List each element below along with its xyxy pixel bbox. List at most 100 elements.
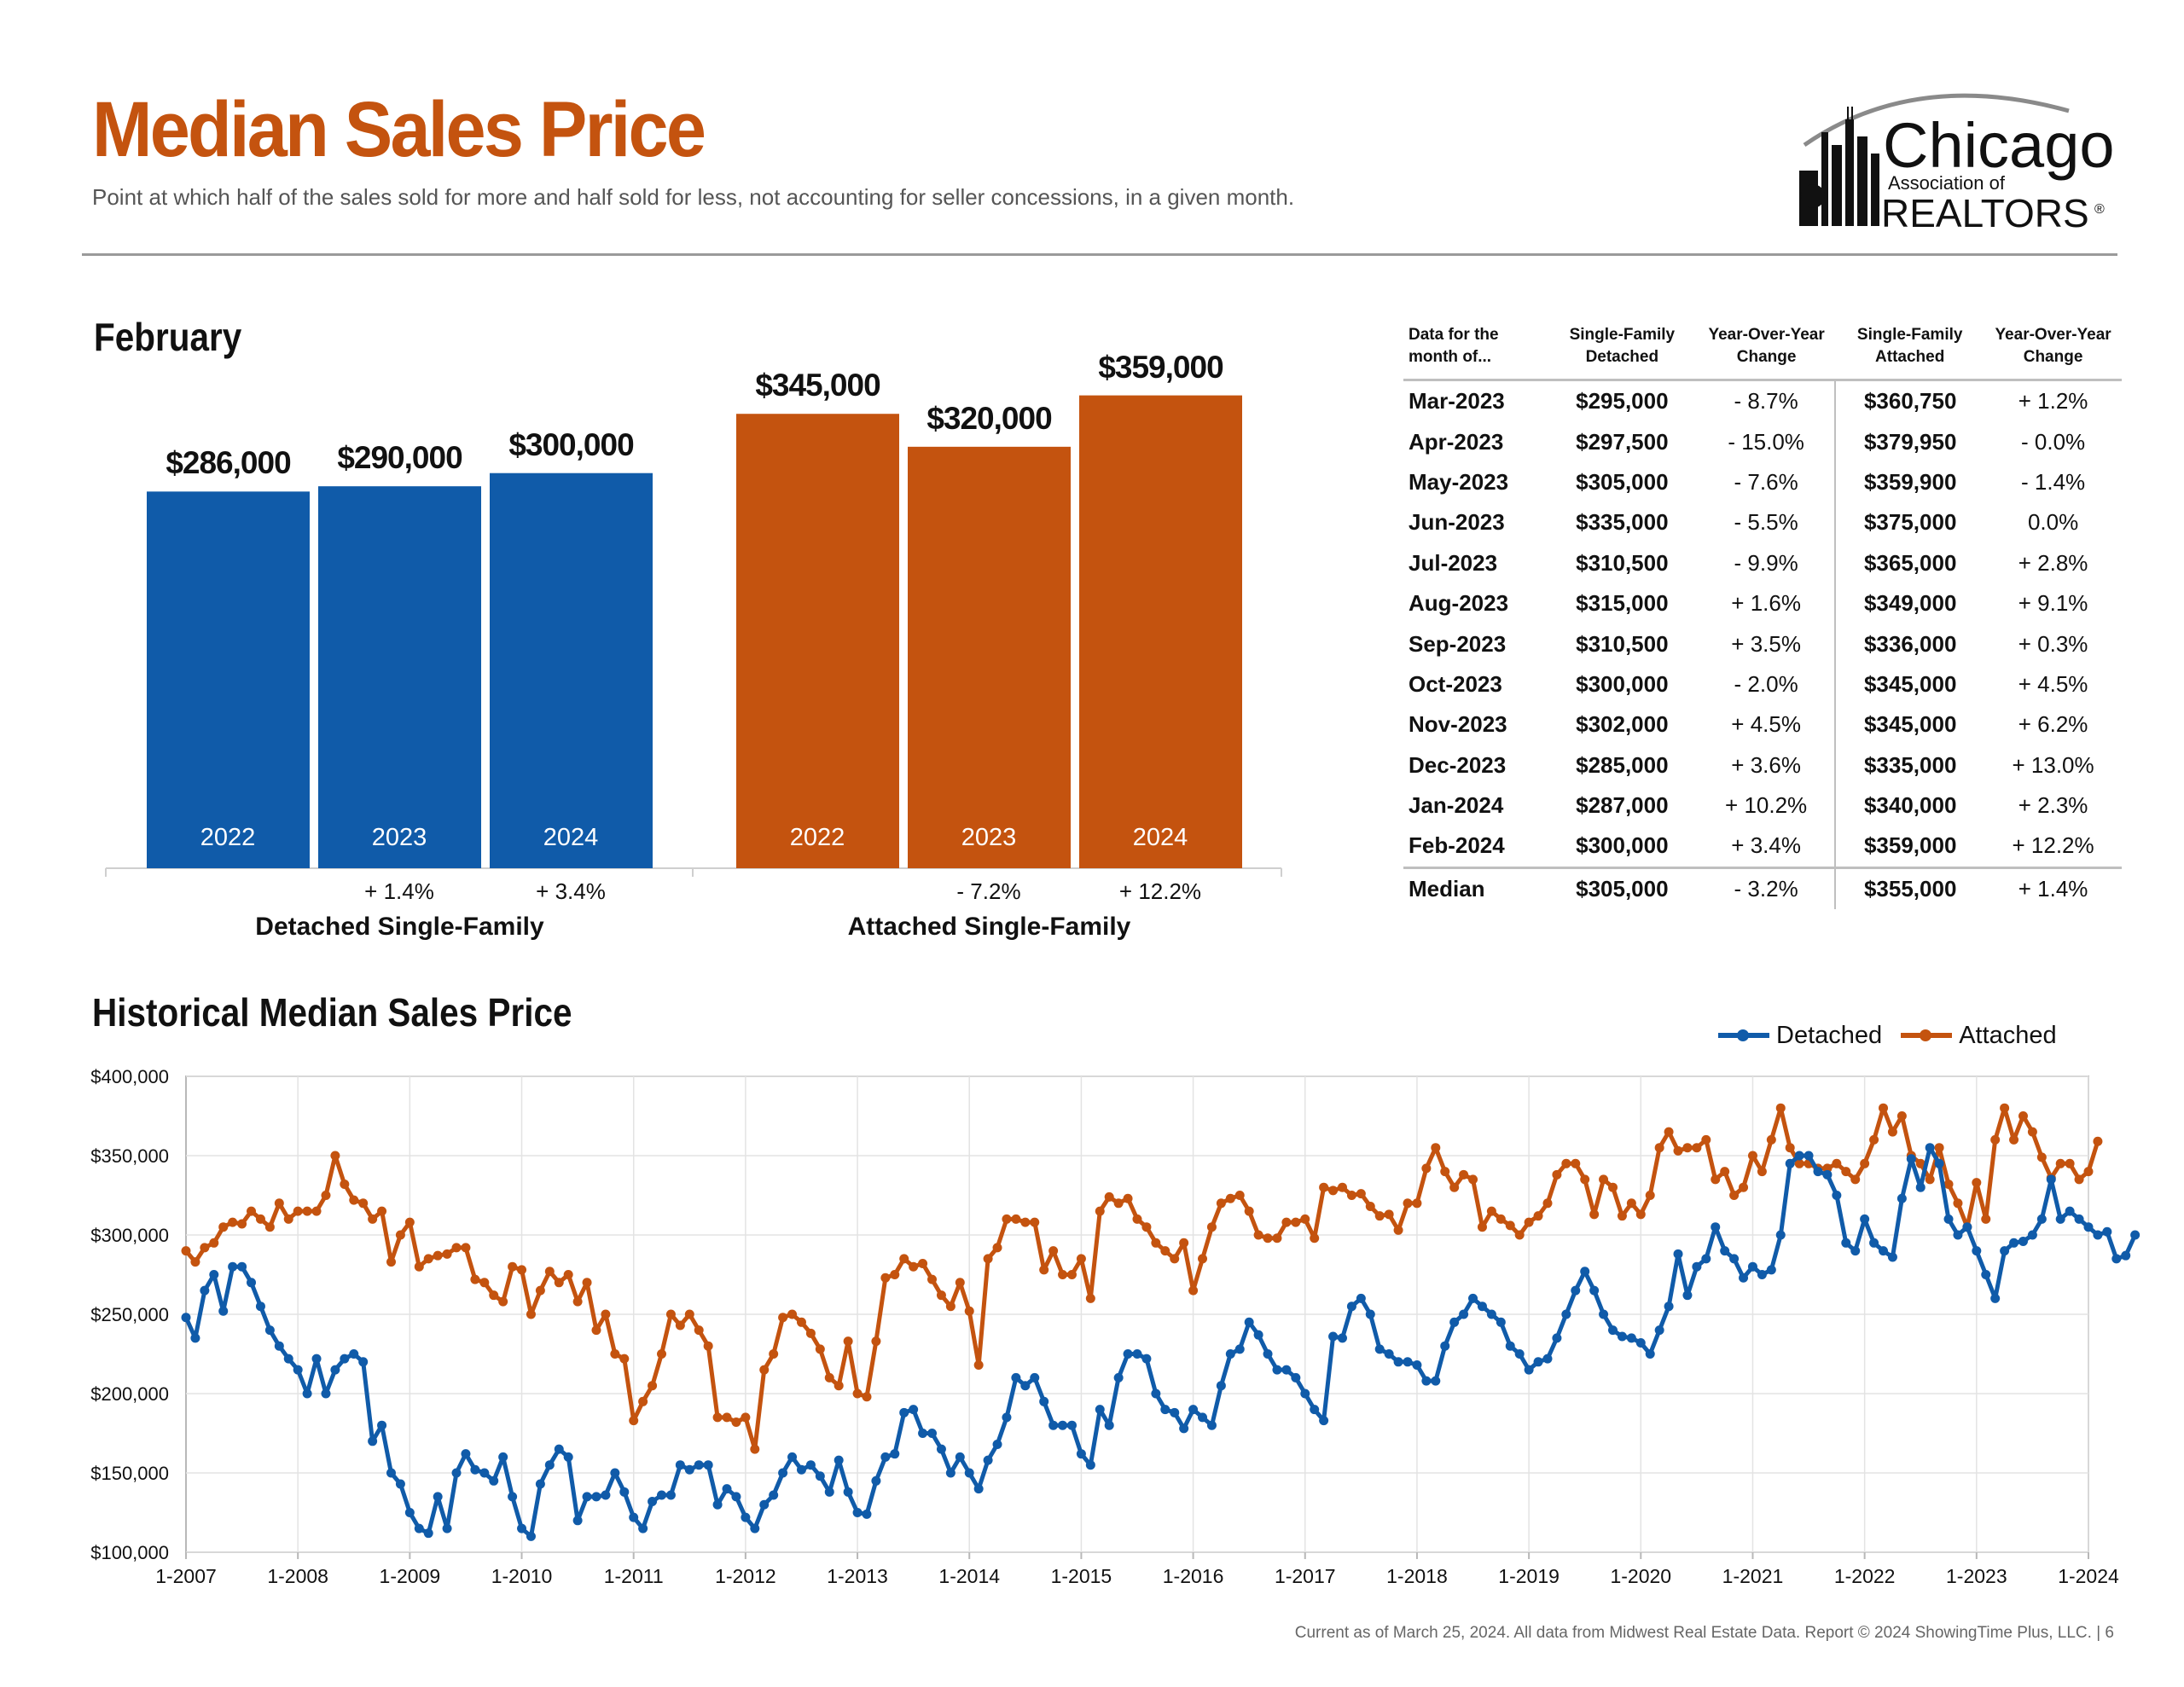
- series-point: [517, 1265, 527, 1275]
- series-point: [377, 1206, 387, 1216]
- series-point: [1552, 1333, 1562, 1343]
- y-tick-label: $250,000: [90, 1304, 169, 1325]
- x-tick-label: 1-2011: [604, 1565, 664, 1587]
- series-point: [1468, 1174, 1478, 1185]
- series-point: [2093, 1136, 2103, 1146]
- series-point: [843, 1487, 853, 1497]
- table-cell: 0.0%: [2027, 509, 2079, 536]
- bar-0-0: [147, 491, 310, 868]
- series-point: [815, 1344, 825, 1354]
- series-point: [1206, 1222, 1217, 1232]
- series-point: [1747, 1261, 1757, 1272]
- series-point: [368, 1436, 378, 1446]
- table-cell: $315,000: [1576, 590, 1669, 617]
- series-point: [1664, 1127, 1674, 1137]
- series-point: [1524, 1217, 1534, 1227]
- page-subtitle: Point at which half of the sales sold fo…: [92, 184, 1295, 210]
- series-point: [1234, 1344, 1245, 1354]
- table-cell: $295,000: [1576, 388, 1669, 415]
- series-point: [712, 1412, 723, 1423]
- table-cell: - 9.9%: [1698, 542, 1837, 583]
- series-point: [1514, 1230, 1525, 1240]
- table-cell: Jun-2023: [1409, 509, 1505, 536]
- series-point: [2018, 1236, 2028, 1246]
- series-point: [1253, 1330, 1263, 1340]
- series-point: [750, 1444, 760, 1454]
- series-point: [1561, 1158, 1571, 1168]
- series-point: [1896, 1193, 1907, 1203]
- table-column-header: Year-Over-Year Change: [1984, 317, 2122, 381]
- series-point: [824, 1372, 834, 1383]
- series-point: [899, 1254, 909, 1264]
- table-cell: Apr-2023: [1409, 428, 1504, 455]
- series-point: [1319, 1416, 1329, 1426]
- series-point: [964, 1468, 974, 1478]
- series-point: [1384, 1349, 1394, 1359]
- series-point: [2055, 1158, 2065, 1168]
- series-point: [209, 1238, 219, 1248]
- table-cell: + 1.4%: [1984, 866, 2122, 910]
- series-point: [264, 1222, 275, 1232]
- series-point: [1421, 1163, 1432, 1174]
- legend-label-attached: Attached: [1959, 1021, 2057, 1049]
- series-point: [983, 1254, 993, 1264]
- series-point: [741, 1412, 751, 1423]
- series-point: [1477, 1301, 1487, 1312]
- series-point: [451, 1468, 462, 1478]
- table-cell: - 2.0%: [1698, 664, 1837, 705]
- table-cell: $340,000: [1863, 792, 1957, 819]
- table-row: Feb-2024 $300,000 + 3.4% $359,000 + 12.2%: [1403, 826, 2122, 868]
- series-point: [1934, 1143, 1944, 1153]
- x-tick-label: 1-2007: [155, 1565, 217, 1587]
- logo-line2: Association of: [1888, 172, 2006, 194]
- series-point: [629, 1416, 639, 1426]
- series-point: [1887, 1252, 1897, 1262]
- series-point: [1524, 1365, 1534, 1375]
- series-point: [834, 1455, 844, 1465]
- series-point: [1449, 1317, 1460, 1327]
- series-point: [675, 1460, 685, 1470]
- series-point: [1346, 1191, 1356, 1200]
- table-cell: $336,000: [1863, 630, 1957, 657]
- series-point: [1645, 1191, 1655, 1200]
- legend-swatch-detached: [1718, 1029, 1769, 1041]
- series-point: [1626, 1333, 1636, 1343]
- series-point: [1020, 1381, 1031, 1391]
- table-cell: Oct-2023: [1409, 670, 1502, 697]
- table-cell: $359,000: [1863, 832, 1957, 859]
- series-point: [1915, 1158, 1926, 1168]
- series-point: [778, 1313, 788, 1323]
- table-row: Aug-2023 $315,000 + 1.6% $349,000 + 9.1%: [1403, 583, 2122, 624]
- table-cell: $300,000: [1576, 832, 1669, 859]
- series-point: [2111, 1254, 2122, 1264]
- series-point: [1356, 1189, 1366, 1199]
- series-point: [694, 1460, 704, 1470]
- table-cell: + 0.3%: [2018, 630, 2088, 657]
- series-point: [1599, 1309, 1609, 1319]
- series-point: [1403, 1198, 1413, 1209]
- series-point: [386, 1257, 396, 1267]
- series-point: [731, 1492, 741, 1502]
- table-cell: $300,000: [1576, 670, 1669, 697]
- series-point: [1337, 1182, 1347, 1192]
- series-point: [769, 1349, 779, 1359]
- series-point: [283, 1354, 293, 1364]
- series-point: [1477, 1222, 1487, 1232]
- series-point: [508, 1261, 518, 1272]
- series-point: [358, 1357, 369, 1367]
- bar-0-1: [318, 486, 481, 868]
- bar-change-label: - 7.2%: [956, 878, 1021, 904]
- table-cell: + 4.5%: [1698, 704, 1837, 745]
- series-point: [274, 1198, 284, 1209]
- series-point: [1030, 1372, 1040, 1383]
- series-point: [1459, 1309, 1469, 1319]
- series-point: [1319, 1182, 1329, 1192]
- table-cell: Jul-2023: [1409, 549, 1498, 576]
- series-point: [1496, 1214, 1506, 1224]
- series-point: [1887, 1127, 1897, 1137]
- series-point: [200, 1285, 210, 1296]
- series-point: [293, 1365, 303, 1375]
- x-tick-label: 1-2009: [380, 1565, 441, 1587]
- series-point: [1869, 1238, 1879, 1248]
- table-cell: May-2023: [1409, 468, 1509, 495]
